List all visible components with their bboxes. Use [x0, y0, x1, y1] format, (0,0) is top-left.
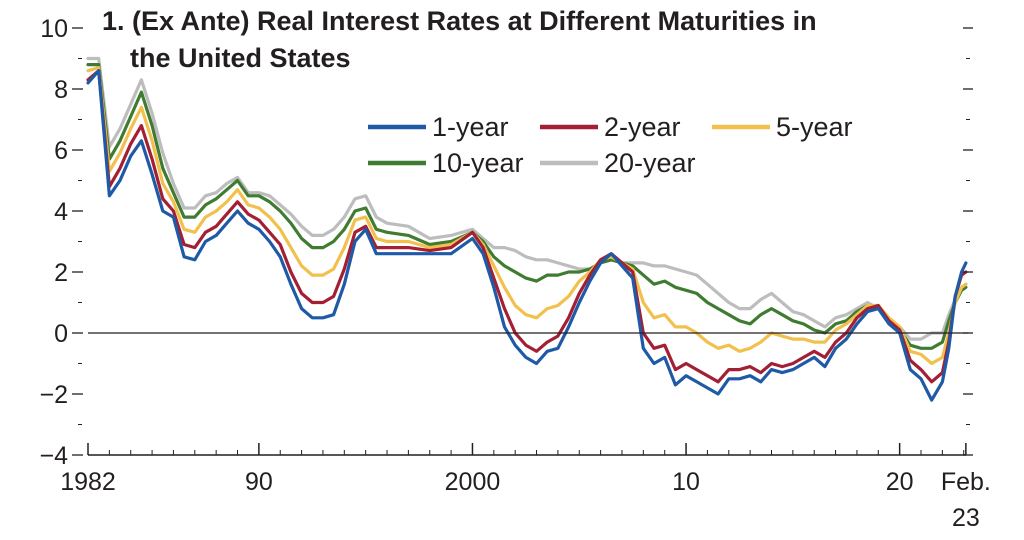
legend-label-1-year: 1-year	[432, 112, 509, 142]
y-tick-label: 10	[40, 15, 68, 43]
x-tick-label: 20	[886, 468, 914, 496]
series-line-10-year	[86, 62, 968, 350]
y-tick-label: −4	[39, 442, 68, 470]
x-tick-label-second-line: 23	[952, 504, 980, 532]
y-tick-label: 4	[54, 198, 68, 226]
legend: 1-year 2-year 5-year 10-year 20-year	[368, 112, 853, 178]
legend-label-5-year: 5-year	[776, 112, 853, 142]
series-line-5-year	[86, 66, 968, 366]
x-tick-label: Feb.	[941, 468, 991, 496]
y-tick-label: 8	[54, 76, 68, 104]
chart-title-line-2: the United States	[130, 43, 351, 73]
chart-title-line-1: 1. (Ex Ante) Real Interest Rates at Diff…	[102, 6, 817, 36]
x-tick-label: 90	[245, 468, 273, 496]
series-lines	[86, 56, 968, 402]
y-tick-label: 2	[54, 259, 68, 287]
series-line-2-year	[86, 69, 968, 384]
y-tick-label: 6	[54, 137, 68, 165]
series-line-20-year	[86, 56, 968, 341]
x-tick-label: 2000	[445, 468, 501, 496]
x-tick-label: 10	[672, 468, 700, 496]
legend-label-10-year: 10-year	[432, 148, 524, 178]
legend-label-2-year: 2-year	[604, 112, 681, 142]
axes: −4 −2 0 2 4 6 8 10 1982 90 2000 10 20 Feb. 23	[39, 15, 990, 532]
x-tick-label: 1982	[60, 468, 116, 496]
legend-label-20-year: 20-year	[604, 148, 696, 178]
y-tick-label: −2	[39, 381, 68, 409]
series-line-1-year	[86, 69, 968, 402]
y-tick-label: 0	[54, 320, 68, 348]
